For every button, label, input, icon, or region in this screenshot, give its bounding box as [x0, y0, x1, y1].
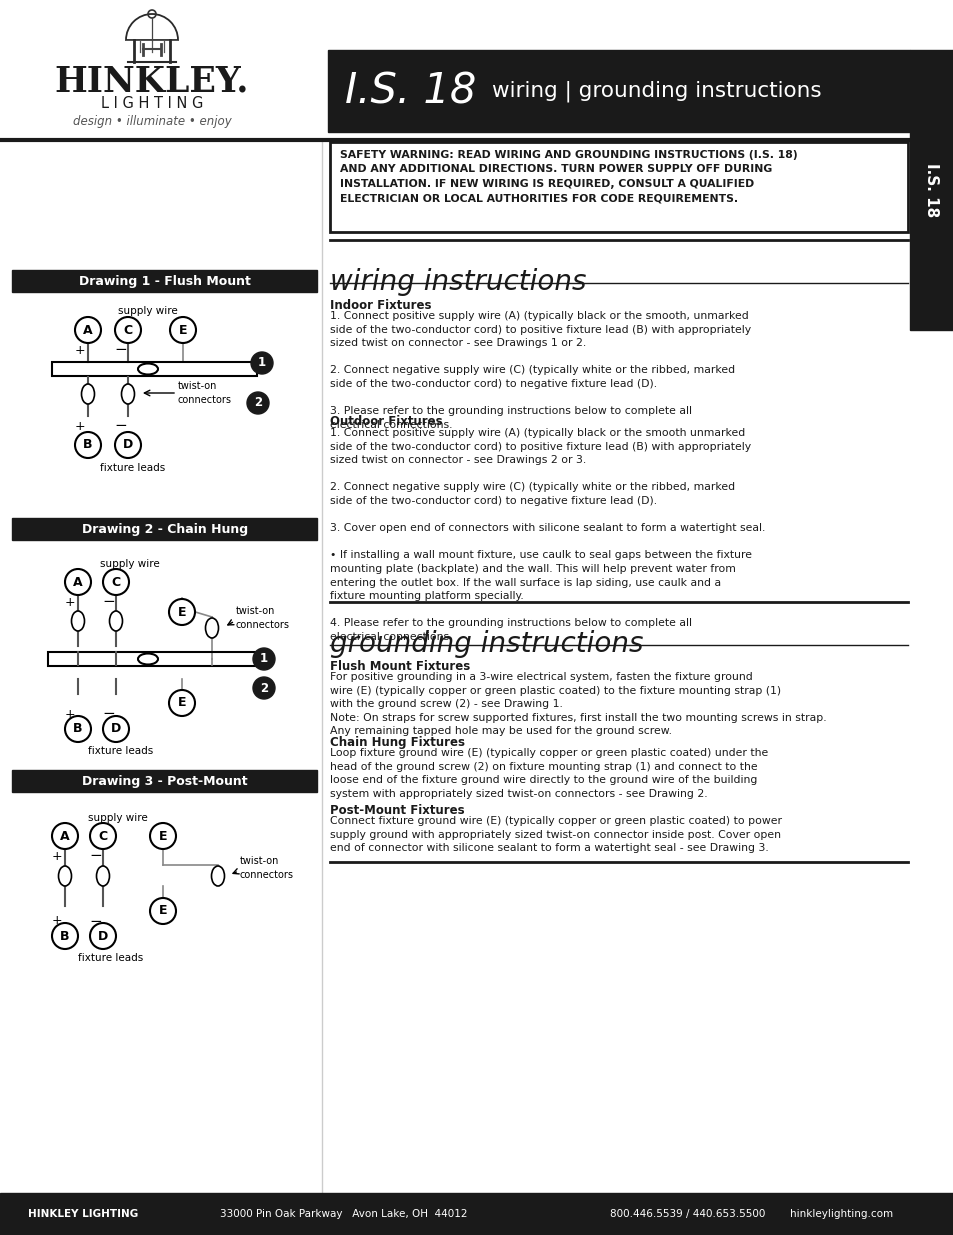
Circle shape — [251, 352, 273, 374]
Text: A: A — [83, 324, 92, 336]
Text: hinkleylighting.com: hinkleylighting.com — [789, 1209, 892, 1219]
Circle shape — [52, 923, 78, 948]
Text: −: − — [103, 706, 115, 721]
Text: wiring instructions: wiring instructions — [330, 268, 586, 296]
Bar — [0, 1193, 953, 1235]
Ellipse shape — [58, 866, 71, 885]
Text: E: E — [177, 697, 186, 709]
Text: twist-on
connectors: twist-on connectors — [240, 856, 294, 879]
Text: D: D — [111, 722, 121, 736]
Text: −: − — [103, 594, 115, 610]
Text: −: − — [114, 419, 128, 433]
Text: B: B — [73, 722, 83, 736]
Text: Post-Mount Fixtures: Post-Mount Fixtures — [330, 804, 464, 818]
Text: B: B — [60, 930, 70, 942]
Text: E: E — [178, 324, 187, 336]
Text: C: C — [98, 830, 108, 842]
Bar — [328, 49, 909, 132]
Text: twist-on
connectors: twist-on connectors — [178, 382, 232, 405]
Ellipse shape — [96, 866, 110, 885]
Circle shape — [247, 391, 269, 414]
Circle shape — [253, 677, 274, 699]
Text: twist-on
connectors: twist-on connectors — [235, 606, 290, 630]
Text: B: B — [83, 438, 92, 452]
Text: C: C — [112, 576, 120, 589]
Text: 1. Connect positive supply wire (A) (typically black or the smooth, unmarked
sid: 1. Connect positive supply wire (A) (typ… — [330, 311, 750, 430]
Text: Drawing 2 - Chain Hung: Drawing 2 - Chain Hung — [82, 524, 248, 536]
Text: −: − — [90, 914, 102, 929]
Bar — [909, 49, 953, 330]
Text: D: D — [98, 930, 108, 942]
Circle shape — [150, 898, 175, 924]
Text: fixture leads: fixture leads — [88, 746, 153, 756]
Bar — [52, 362, 256, 375]
Text: I.S. 18: I.S. 18 — [345, 70, 476, 112]
Text: supply wire: supply wire — [118, 306, 177, 316]
Text: Connect fixture ground wire (E) (typically copper or green plastic coated) to po: Connect fixture ground wire (E) (typical… — [330, 816, 781, 853]
Text: 2: 2 — [253, 396, 262, 410]
Text: fixture leads: fixture leads — [78, 953, 143, 963]
Text: 1. Connect positive supply wire (A) (typically black or the smooth unmarked
side: 1. Connect positive supply wire (A) (typ… — [330, 429, 764, 642]
Ellipse shape — [110, 611, 122, 631]
Circle shape — [115, 432, 141, 458]
Text: C: C — [123, 324, 132, 336]
Text: Flush Mount Fixtures: Flush Mount Fixtures — [330, 659, 470, 673]
Text: L I G H T I N G: L I G H T I N G — [101, 95, 203, 110]
Ellipse shape — [71, 611, 85, 631]
Text: −: − — [114, 342, 128, 357]
Text: +: + — [51, 914, 62, 927]
Text: 1: 1 — [259, 652, 268, 666]
Text: D: D — [123, 438, 133, 452]
Circle shape — [103, 716, 129, 742]
Text: grounding instructions: grounding instructions — [330, 630, 643, 658]
Text: supply wire: supply wire — [88, 813, 148, 823]
Ellipse shape — [121, 384, 134, 404]
Circle shape — [90, 823, 116, 848]
Text: Outdoor Fixtures: Outdoor Fixtures — [330, 415, 442, 429]
Circle shape — [75, 317, 101, 343]
Text: design • illuminate • enjoy: design • illuminate • enjoy — [72, 115, 232, 127]
Circle shape — [169, 599, 194, 625]
Text: +: + — [65, 595, 75, 609]
Bar — [48, 652, 263, 666]
Bar — [12, 769, 316, 792]
Text: +: + — [65, 708, 75, 720]
Circle shape — [65, 716, 91, 742]
Text: +: + — [74, 343, 85, 357]
Circle shape — [90, 923, 116, 948]
Ellipse shape — [205, 618, 218, 638]
Text: HINKLEY.: HINKLEY. — [54, 65, 249, 99]
Text: Indoor Fixtures: Indoor Fixtures — [330, 299, 431, 312]
Text: −: − — [90, 848, 102, 863]
Circle shape — [150, 823, 175, 848]
Text: SAFETY WARNING: READ WIRING AND GROUNDING INSTRUCTIONS (I.S. 18)
AND ANY ADDITIO: SAFETY WARNING: READ WIRING AND GROUNDIN… — [339, 149, 797, 204]
Text: For positive grounding in a 3-wire electrical system, fasten the fixture ground
: For positive grounding in a 3-wire elect… — [330, 672, 825, 736]
Circle shape — [115, 317, 141, 343]
Text: 2: 2 — [259, 682, 268, 694]
Circle shape — [169, 690, 194, 716]
Circle shape — [170, 317, 195, 343]
Text: Drawing 3 - Post-Mount: Drawing 3 - Post-Mount — [82, 776, 248, 788]
Circle shape — [75, 432, 101, 458]
Text: Drawing 1 - Flush Mount: Drawing 1 - Flush Mount — [79, 275, 251, 289]
Text: A: A — [60, 830, 70, 842]
Circle shape — [253, 648, 274, 671]
Text: Loop fixture ground wire (E) (typically copper or green plastic coated) under th: Loop fixture ground wire (E) (typically … — [330, 748, 767, 799]
Text: 33000 Pin Oak Parkway   Avon Lake, OH  44012: 33000 Pin Oak Parkway Avon Lake, OH 4401… — [220, 1209, 467, 1219]
Circle shape — [103, 569, 129, 595]
Text: fixture leads: fixture leads — [100, 463, 165, 473]
Text: E: E — [177, 605, 186, 619]
Text: A: A — [73, 576, 83, 589]
Circle shape — [52, 823, 78, 848]
Text: +: + — [51, 850, 62, 862]
Text: HINKLEY LIGHTING: HINKLEY LIGHTING — [28, 1209, 138, 1219]
Text: wiring | grounding instructions: wiring | grounding instructions — [492, 80, 821, 101]
Text: +: + — [74, 420, 85, 432]
Text: E: E — [158, 904, 167, 918]
Bar — [12, 270, 316, 291]
Text: Chain Hung Fixtures: Chain Hung Fixtures — [330, 736, 464, 748]
Bar — [330, 142, 907, 232]
Text: 1: 1 — [257, 357, 266, 369]
Bar — [12, 517, 316, 540]
Text: 800.446.5539 / 440.653.5500: 800.446.5539 / 440.653.5500 — [609, 1209, 764, 1219]
